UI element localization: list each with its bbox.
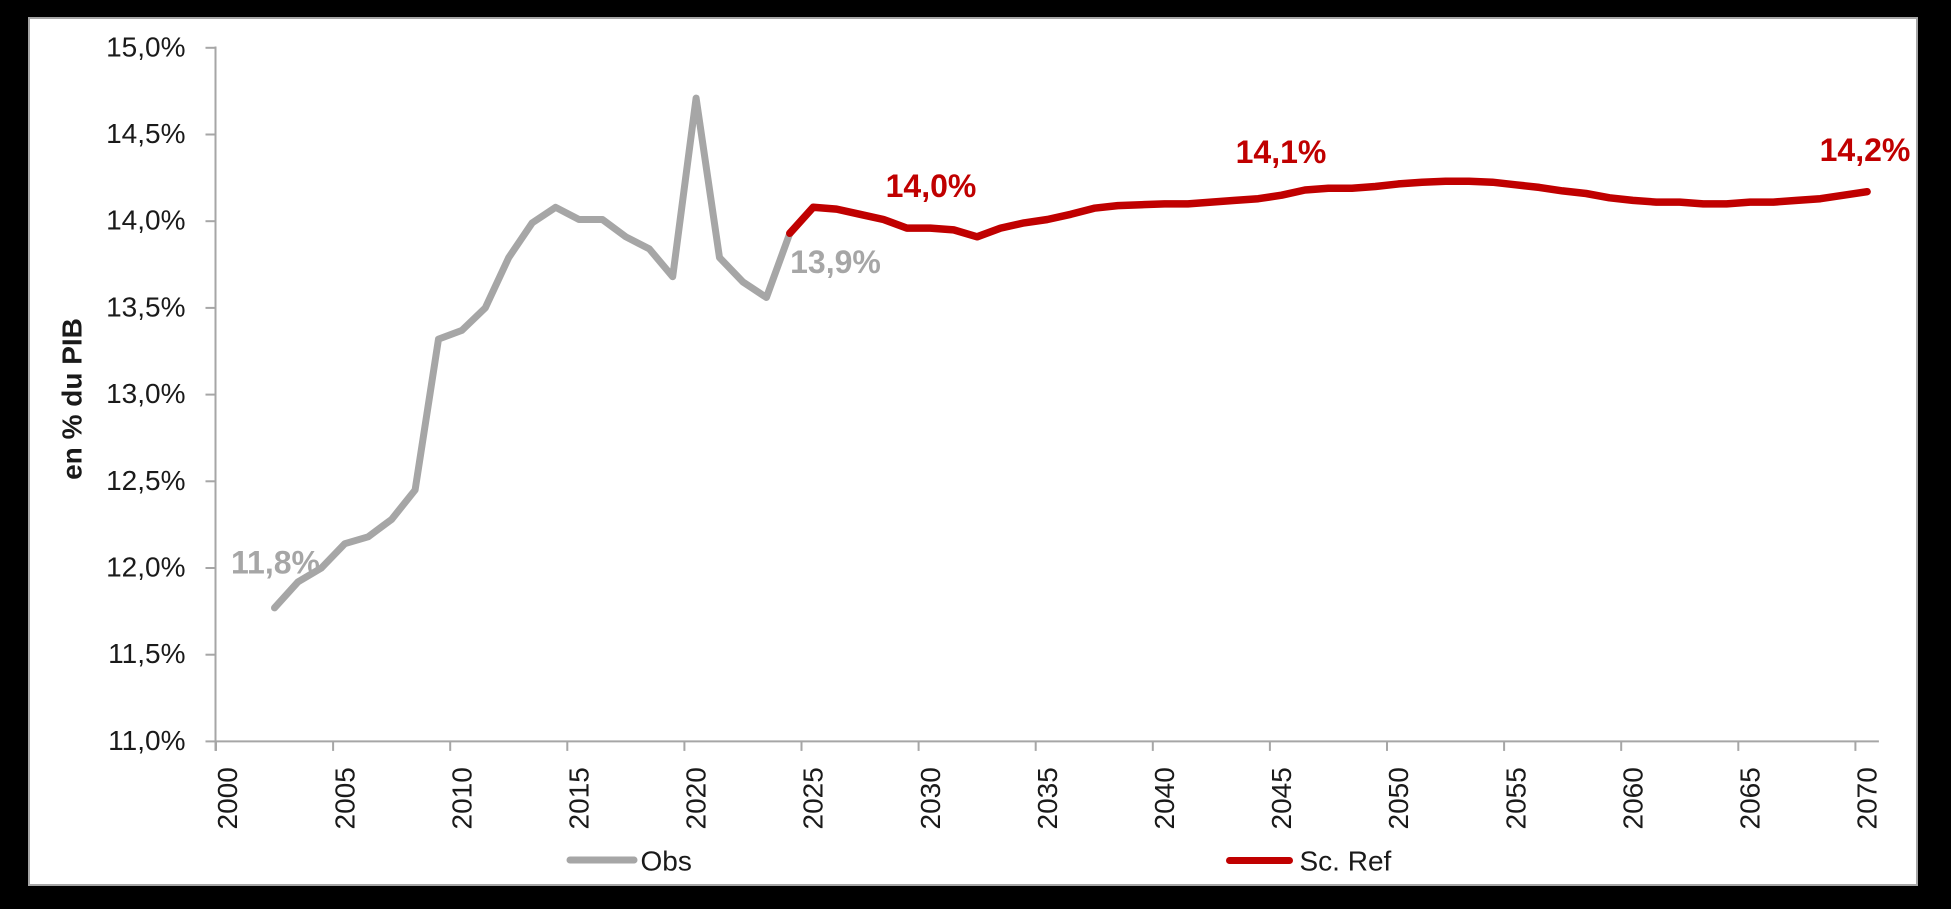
- svg-text:2050: 2050: [1383, 767, 1414, 829]
- svg-text:13,5%: 13,5%: [106, 291, 185, 322]
- svg-text:2000: 2000: [212, 767, 243, 829]
- svg-text:14,1%: 14,1%: [1236, 134, 1327, 170]
- svg-text:2040: 2040: [1149, 767, 1180, 829]
- svg-text:2005: 2005: [329, 767, 360, 829]
- svg-text:2035: 2035: [1032, 767, 1063, 829]
- svg-text:13,0%: 13,0%: [106, 378, 185, 409]
- svg-text:11,0%: 11,0%: [108, 725, 185, 756]
- svg-text:2020: 2020: [681, 767, 712, 829]
- svg-text:2055: 2055: [1500, 767, 1531, 829]
- svg-text:11,8%: 11,8%: [231, 545, 320, 581]
- svg-text:13,9%: 13,9%: [790, 244, 881, 280]
- svg-text:14,5%: 14,5%: [106, 118, 185, 149]
- svg-text:14,2%: 14,2%: [1820, 132, 1911, 168]
- svg-text:2045: 2045: [1266, 767, 1297, 829]
- svg-text:12,5%: 12,5%: [106, 465, 185, 496]
- svg-text:11,5%: 11,5%: [108, 638, 185, 669]
- svg-text:2030: 2030: [915, 767, 946, 829]
- svg-text:2065: 2065: [1735, 767, 1766, 829]
- svg-text:2025: 2025: [798, 767, 829, 829]
- svg-text:15,0%: 15,0%: [106, 31, 185, 62]
- svg-text:Obs: Obs: [641, 846, 692, 877]
- svg-text:2015: 2015: [564, 767, 595, 829]
- svg-text:en % du PIB: en % du PIB: [57, 318, 88, 480]
- svg-text:14,0%: 14,0%: [886, 168, 977, 204]
- svg-text:2010: 2010: [446, 767, 477, 829]
- svg-text:12,0%: 12,0%: [106, 552, 185, 583]
- svg-text:2060: 2060: [1617, 767, 1648, 829]
- svg-text:2070: 2070: [1852, 767, 1883, 829]
- svg-text:14,0%: 14,0%: [106, 205, 185, 236]
- svg-text:Sc. Ref: Sc. Ref: [1300, 846, 1392, 877]
